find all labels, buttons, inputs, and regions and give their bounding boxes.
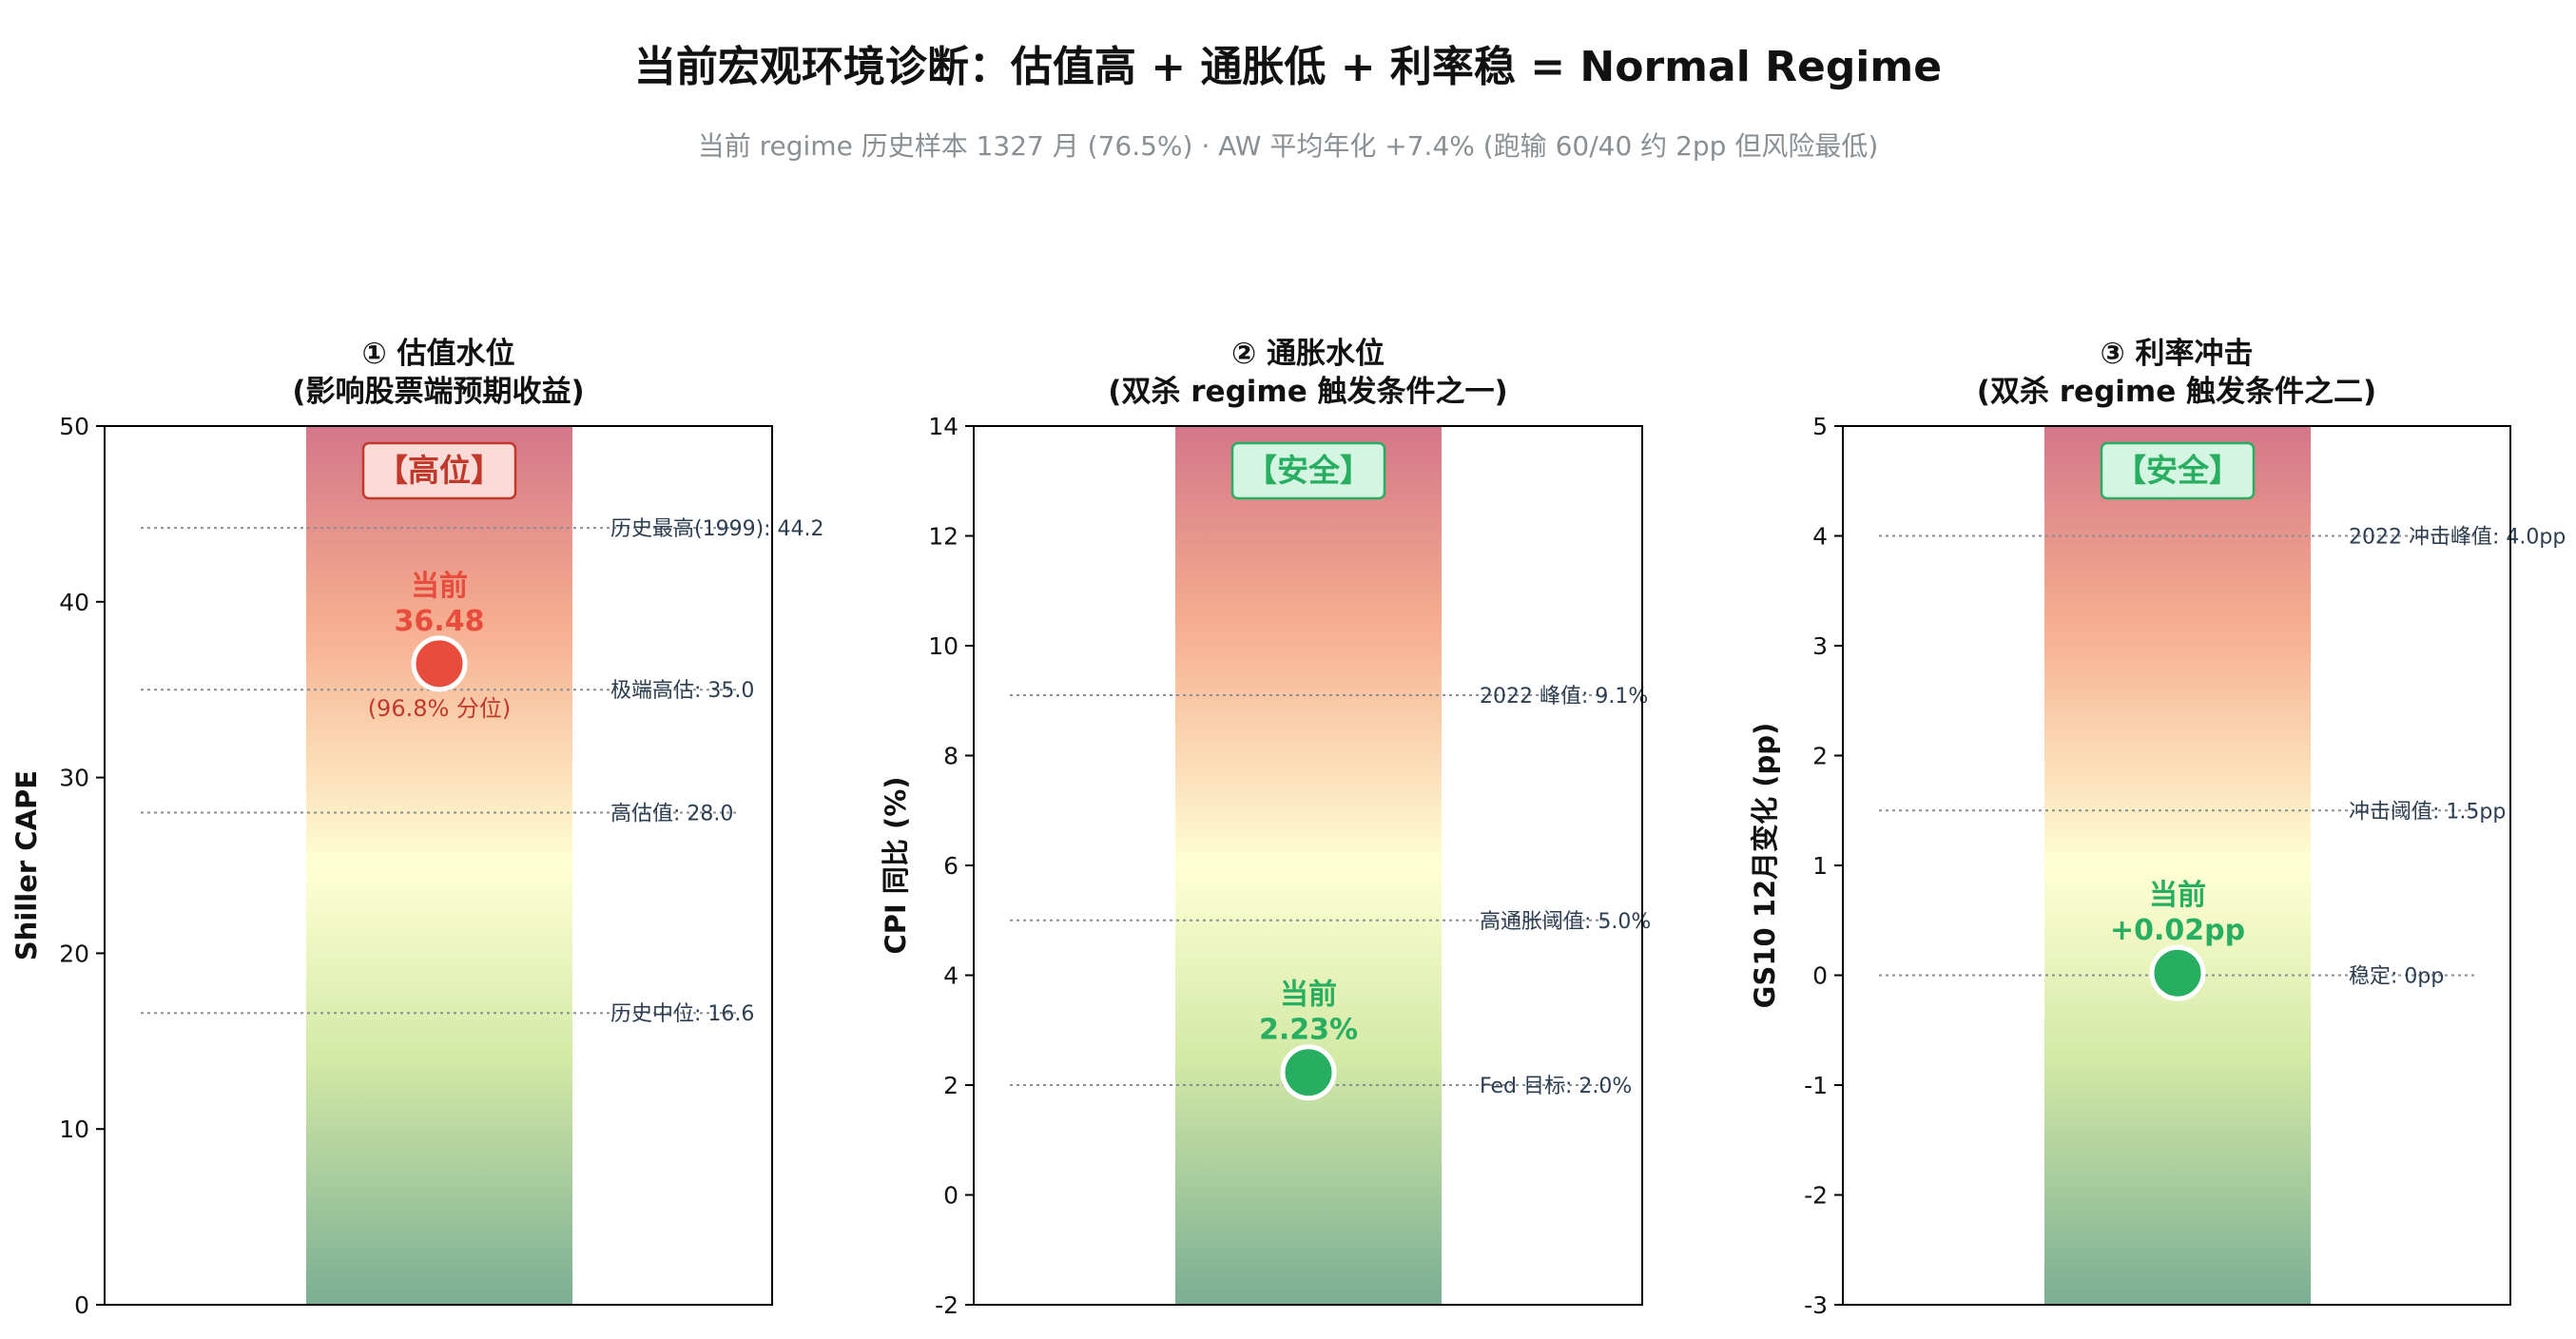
current-value-label: 2.23% — [1259, 1014, 1358, 1047]
plot-frame — [104, 425, 773, 1306]
status-badge-text: 【安全】 — [1246, 452, 1371, 489]
y-tick-label: 20 — [59, 940, 89, 967]
y-tick-label: 0 — [943, 1182, 959, 1210]
y-tick-label: 50 — [59, 413, 89, 440]
panel-title-line2: (双杀 regime 触发条件之二) — [1977, 375, 2376, 409]
current-marker — [1280, 1044, 1337, 1101]
current-value-label: 36.48 — [395, 605, 485, 638]
current-label: 当前 — [2149, 879, 2206, 912]
panel-title-line1: ③ 利率冲击 — [2100, 337, 2253, 371]
reference-label: 稳定: 0pp — [2349, 965, 2444, 989]
reference-label: 2022 冲击峰值: 4.0pp — [2349, 526, 2566, 550]
current-percentile-label: (96.8% 分位) — [368, 695, 512, 722]
y-tick-label: -2 — [935, 1291, 959, 1319]
reference-label: 2022 峰值: 9.1% — [1480, 685, 1648, 708]
y-tick-label: 1 — [1812, 852, 1828, 880]
y-tick-label: -1 — [1804, 1072, 1828, 1099]
reference-label: 极端高估: 35.0 — [610, 679, 754, 703]
y-tick-label: 4 — [943, 962, 959, 990]
status-badge — [2100, 441, 2256, 500]
panel-title-line1: ② 通胀水位 — [1231, 337, 1385, 371]
y-tick-label: 14 — [928, 413, 959, 440]
y-tick-label: 10 — [59, 1116, 89, 1143]
gauge-gradient-bar — [306, 426, 572, 1305]
y-tick-label: 8 — [943, 743, 959, 770]
status-badge — [1230, 441, 1386, 500]
subtitle: 当前 regime 历史样本 1327 月 (76.5%) · AW 平均年化 … — [697, 130, 1879, 162]
y-tick-label: 5 — [1812, 413, 1828, 440]
y-tick-label: 6 — [943, 852, 959, 880]
y-axis-title: GS10 12月变化 (pp) — [1749, 723, 1781, 1009]
y-tick-label: 2 — [1812, 743, 1828, 770]
y-tick-label: -3 — [1804, 1291, 1828, 1319]
gauge-panel-3: ③ 利率冲击 (双杀 regime 触发条件之二) 2022 冲击峰值: 4.0pp… — [1749, 337, 2566, 1319]
panel-title-line2: (影响股票端预期收益) — [292, 375, 584, 409]
status-badge — [361, 441, 517, 500]
y-tick-label: 3 — [1812, 632, 1828, 660]
current-value-label: +0.02pp — [2110, 914, 2245, 947]
current-marker — [411, 635, 468, 692]
y-axis-title: Shiller CAPE — [10, 770, 43, 961]
y-tick-label: 4 — [1812, 523, 1828, 551]
current-label: 当前 — [411, 570, 468, 603]
y-tick-label: 0 — [74, 1291, 89, 1319]
y-tick-label: 12 — [928, 523, 959, 551]
status-badge-text: 【高位】 — [377, 452, 502, 489]
y-tick-label: 2 — [943, 1072, 959, 1099]
reference-label: 历史最高(1999): 44.2 — [610, 517, 824, 541]
reference-label: 高估值: 28.0 — [610, 803, 733, 826]
y-tick-label: -2 — [1804, 1182, 1828, 1210]
status-badge-text: 【安全】 — [2115, 452, 2240, 489]
reference-label: 冲击阈值: 1.5pp — [2349, 800, 2506, 824]
current-label: 当前 — [1280, 979, 1337, 1012]
gauge-gradient-bar — [2044, 426, 2311, 1305]
y-tick-label: 10 — [928, 632, 959, 660]
reference-label: 高通胀阈值: 5.0% — [1480, 910, 1651, 934]
panel-title-line1: ① 估值水位 — [361, 337, 514, 371]
gauge-panel-1: ① 估值水位 (影响股票端预期收益) 历史最高(1999): 44.2 极端高估: 3… — [10, 337, 824, 1319]
y-axis-title: CPI 同比 (%) — [880, 776, 912, 954]
gauge-panel-2: ② 通胀水位 (双杀 regime 触发条件之一) 2022 峰值: 9.1% 高通胀… — [880, 337, 1651, 1319]
main-title: 当前宏观环境诊断：估值高 + 通胀低 + 利率稳 = Normal Regime — [633, 43, 1943, 91]
gauge-gradient-bar — [1175, 426, 1442, 1305]
reference-label: Fed 目标: 2.0% — [1480, 1075, 1632, 1098]
y-tick-label: 0 — [1812, 962, 1828, 990]
y-tick-label: 40 — [59, 589, 89, 616]
y-tick-label: 30 — [59, 765, 89, 792]
reference-label: 历史中位: 16.6 — [610, 1002, 754, 1026]
panel-title-line2: (双杀 regime 触发条件之一) — [1108, 375, 1507, 409]
current-marker — [2149, 944, 2206, 1001]
